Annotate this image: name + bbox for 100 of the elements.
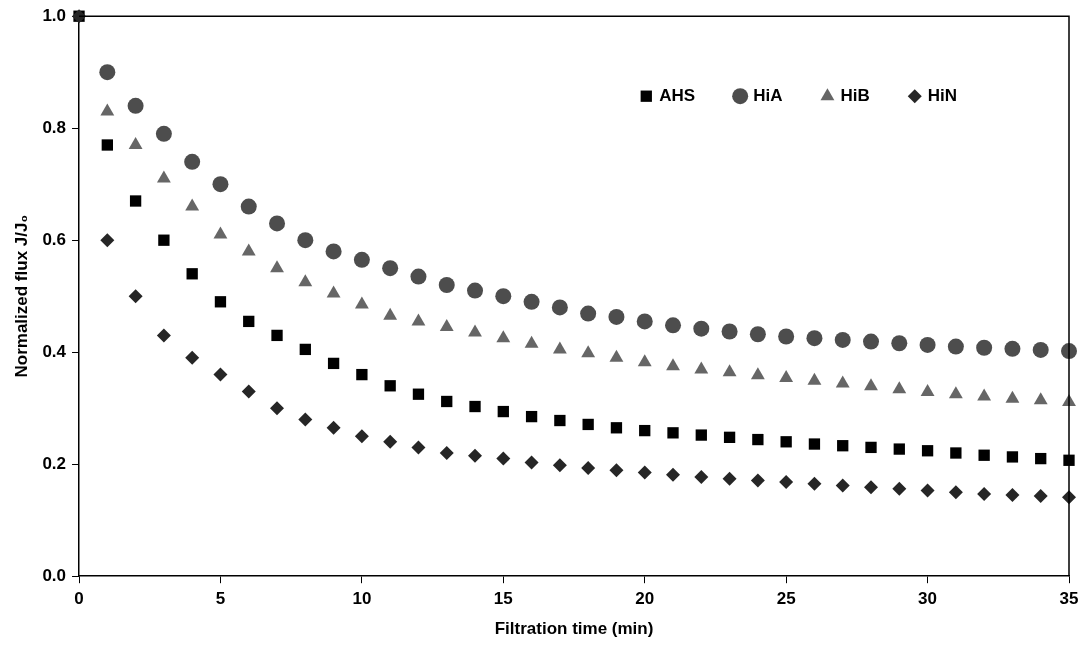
point bbox=[524, 455, 539, 470]
point bbox=[99, 64, 116, 81]
point bbox=[1005, 488, 1020, 502]
point bbox=[551, 299, 568, 316]
x-tick-label: 30 bbox=[918, 589, 938, 609]
point bbox=[156, 170, 171, 183]
point bbox=[326, 420, 341, 435]
point bbox=[722, 364, 737, 377]
point bbox=[127, 97, 144, 114]
point bbox=[808, 438, 821, 450]
point bbox=[524, 335, 539, 348]
point bbox=[186, 268, 198, 280]
point bbox=[496, 451, 511, 466]
point bbox=[978, 449, 990, 461]
point bbox=[639, 424, 651, 437]
point bbox=[469, 400, 481, 413]
point bbox=[1032, 341, 1049, 358]
x-tick-label: 10 bbox=[352, 589, 372, 609]
point bbox=[665, 317, 682, 334]
point bbox=[495, 288, 512, 305]
point bbox=[667, 427, 679, 439]
point bbox=[554, 414, 566, 427]
point bbox=[1004, 340, 1021, 357]
point bbox=[1006, 451, 1019, 463]
point bbox=[637, 465, 652, 480]
legend-label: HiB bbox=[840, 85, 870, 105]
point bbox=[807, 372, 822, 385]
point bbox=[806, 330, 823, 347]
point bbox=[184, 153, 201, 170]
legend-label: HiA bbox=[753, 85, 783, 105]
point bbox=[327, 357, 340, 370]
point bbox=[128, 137, 143, 149]
point bbox=[271, 329, 283, 342]
point bbox=[695, 429, 707, 441]
point bbox=[353, 251, 370, 268]
point bbox=[666, 467, 681, 482]
point bbox=[976, 339, 993, 356]
point bbox=[155, 125, 172, 142]
point bbox=[864, 378, 878, 391]
y-tick-label: 0.0 bbox=[42, 565, 67, 585]
point bbox=[807, 476, 822, 491]
point bbox=[129, 195, 142, 207]
point bbox=[919, 336, 936, 353]
point bbox=[213, 367, 228, 382]
point bbox=[298, 412, 313, 427]
point bbox=[835, 375, 850, 388]
y-axis-title: Normalized flux J/J₀ bbox=[11, 214, 31, 378]
point bbox=[637, 354, 652, 367]
point bbox=[356, 368, 368, 381]
point bbox=[948, 485, 963, 500]
point bbox=[891, 335, 908, 352]
y-tick-label: 0.2 bbox=[42, 453, 67, 473]
point bbox=[582, 418, 594, 431]
point bbox=[156, 328, 171, 343]
point bbox=[1033, 392, 1048, 405]
point bbox=[722, 471, 737, 486]
point bbox=[354, 429, 369, 444]
legend-label: AHS bbox=[659, 85, 696, 105]
point bbox=[581, 461, 596, 476]
point bbox=[750, 473, 765, 488]
point bbox=[920, 483, 935, 498]
x-tick-label: 20 bbox=[635, 589, 655, 609]
x-tick-label: 0 bbox=[74, 589, 84, 609]
point bbox=[240, 198, 257, 215]
point bbox=[610, 422, 623, 434]
point bbox=[297, 232, 314, 249]
point bbox=[552, 341, 567, 354]
point bbox=[1035, 452, 1047, 465]
point bbox=[467, 282, 484, 299]
point bbox=[213, 226, 228, 239]
point bbox=[100, 103, 115, 116]
point bbox=[270, 260, 284, 273]
point bbox=[354, 296, 369, 309]
x-tick-label: 35 bbox=[1059, 589, 1079, 609]
point bbox=[269, 215, 286, 232]
point bbox=[694, 470, 709, 485]
y-tick-label: 0.8 bbox=[42, 117, 67, 137]
legend-label: HiN bbox=[927, 85, 957, 105]
point bbox=[666, 358, 680, 371]
point bbox=[780, 436, 792, 448]
point bbox=[270, 401, 285, 416]
point bbox=[863, 333, 880, 350]
point bbox=[837, 440, 849, 452]
point bbox=[243, 315, 255, 328]
point bbox=[525, 410, 538, 423]
point bbox=[835, 478, 850, 493]
point bbox=[892, 381, 907, 394]
point bbox=[749, 326, 766, 343]
y-tick-label: 0.4 bbox=[42, 341, 67, 361]
point bbox=[694, 361, 709, 374]
point bbox=[865, 441, 877, 454]
point bbox=[298, 274, 313, 287]
point bbox=[497, 405, 509, 418]
point bbox=[977, 388, 992, 401]
y-tick-label: 1.0 bbox=[42, 5, 67, 25]
point bbox=[410, 268, 427, 285]
point bbox=[864, 480, 879, 495]
point bbox=[382, 260, 399, 277]
point bbox=[468, 448, 483, 463]
point bbox=[609, 463, 624, 478]
